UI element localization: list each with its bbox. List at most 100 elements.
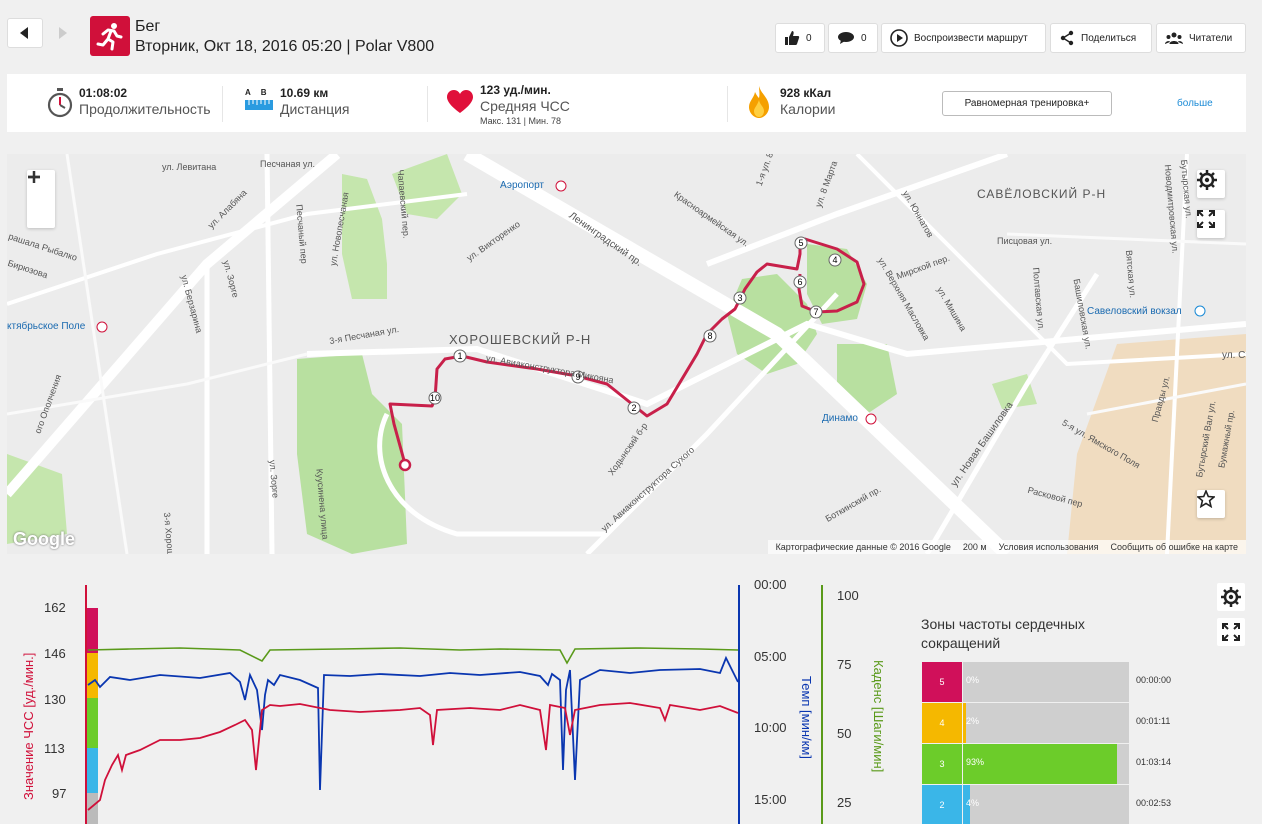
map-scale: 200 м bbox=[962, 542, 987, 552]
hr-zone-percent: 93% bbox=[966, 757, 985, 767]
hr-zone-percent: 2% bbox=[966, 716, 980, 726]
street-label: ул. Левитана bbox=[162, 162, 217, 172]
hr-axis-title: Значение ЧСС [уд./мин.] bbox=[21, 652, 36, 800]
divider bbox=[727, 86, 728, 122]
summary-bar: 01:08:02 Продолжительность A B 10.69 км … bbox=[7, 74, 1246, 132]
thumbs-up-icon bbox=[785, 31, 800, 45]
cadence-axis-tick: 50 bbox=[837, 726, 852, 741]
fullscreen-icon bbox=[1197, 210, 1215, 228]
report-error-link[interactable]: Сообщить об ошибке на карте bbox=[1110, 542, 1238, 552]
like-button[interactable]: 0 bbox=[775, 23, 825, 53]
metro-label: Аэропорт bbox=[500, 180, 545, 191]
svg-text:4: 4 bbox=[832, 255, 837, 265]
hr-zone-number: 3 bbox=[922, 744, 962, 784]
hr-zone-number: 2 bbox=[922, 785, 962, 824]
activity-meta: Вторник, Окт 18, 2016 05:20 | Polar V800 bbox=[135, 38, 435, 55]
favorite-route-button[interactable] bbox=[1197, 490, 1225, 518]
stopwatch-icon bbox=[47, 88, 73, 123]
share-icon bbox=[1060, 30, 1074, 46]
sport-name: Бег bbox=[135, 18, 161, 35]
forward-button[interactable] bbox=[44, 18, 80, 48]
readers-label: Читатели bbox=[1189, 32, 1233, 44]
zoom-out-button[interactable] bbox=[27, 175, 55, 228]
calories-label: Калории bbox=[780, 101, 836, 117]
activity-chart[interactable] bbox=[0, 570, 900, 824]
zoom-controls bbox=[27, 170, 55, 228]
minus-icon bbox=[28, 175, 40, 179]
hr-value: 123 уд./мин. bbox=[480, 83, 551, 97]
training-type-button[interactable]: Равномерная тренировка+ bbox=[942, 91, 1112, 116]
hr-zone-time: 00:02:53 bbox=[1136, 798, 1172, 808]
svg-text:6: 6 bbox=[797, 277, 802, 287]
svg-text:9: 9 bbox=[575, 372, 580, 382]
hr-zone-percent: 0% bbox=[966, 675, 980, 685]
hr-zone-bar: 0% bbox=[963, 662, 1129, 702]
cadence-axis-tick: 25 bbox=[837, 795, 852, 810]
hr-zone-bar: 93% bbox=[963, 744, 1129, 784]
pace-axis-tick: 10:00 bbox=[754, 720, 787, 735]
hr-axis-tick: 97 bbox=[52, 786, 67, 801]
cadence-axis-tick: 75 bbox=[837, 657, 852, 672]
chevron-left-icon bbox=[20, 27, 28, 39]
cadence-axis-tick: 100 bbox=[837, 588, 859, 603]
comment-button[interactable]: 0 bbox=[828, 23, 878, 53]
distance-label: Дистанция bbox=[280, 101, 350, 117]
ab-point-b: B bbox=[260, 88, 267, 97]
district-label: ХОРОШЕВСКИЙ Р-Н bbox=[449, 332, 592, 347]
back-button[interactable] bbox=[7, 18, 43, 48]
map-fullscreen-button[interactable] bbox=[1197, 210, 1225, 238]
duration-label: Продолжительность bbox=[79, 101, 211, 117]
route-map[interactable]: 1 2 3 4 5 6 7 8 9 10 ХОРОШЕВСКИЙ Р-Н САВ… bbox=[7, 154, 1246, 554]
map-settings-button[interactable] bbox=[1197, 170, 1225, 198]
hr-zone-number: 5 bbox=[922, 662, 962, 702]
star-icon bbox=[1197, 490, 1215, 508]
cadence-axis-title: Каденс [Шаги/мин] bbox=[871, 660, 886, 773]
flame-icon bbox=[749, 86, 769, 123]
people-icon bbox=[1165, 32, 1183, 44]
pace-axis-tick: 15:00 bbox=[754, 792, 787, 807]
calories-block: 928 кКал Калории bbox=[780, 86, 835, 117]
readers-button[interactable]: Читатели bbox=[1156, 23, 1246, 53]
hr-axis-tick: 162 bbox=[44, 600, 66, 615]
pace-axis-title: Темп [мин/км] bbox=[799, 676, 814, 759]
divider bbox=[427, 86, 428, 122]
hr-axis-tick: 113 bbox=[44, 741, 65, 756]
hr-zone-percent: 4% bbox=[966, 798, 980, 808]
pace-axis-tick: 00:00 bbox=[754, 577, 787, 592]
distance-value: 10.69 км bbox=[280, 86, 329, 100]
hr-zone-time: 01:03:14 bbox=[1136, 757, 1172, 767]
chart-settings-button[interactable] bbox=[1217, 583, 1245, 611]
svg-text:10: 10 bbox=[430, 393, 440, 403]
svg-text:7: 7 bbox=[813, 307, 818, 317]
hr-zone-time: 00:01:11 bbox=[1136, 716, 1171, 726]
share-button[interactable]: Поделиться bbox=[1050, 23, 1152, 53]
more-link[interactable]: больше bbox=[1177, 98, 1213, 109]
svg-text:5: 5 bbox=[798, 238, 803, 248]
distance-icon: A B bbox=[245, 88, 273, 110]
duration-value: 01:08:02 bbox=[79, 86, 128, 100]
hr-axis-tick: 130 bbox=[44, 692, 66, 707]
comment-icon bbox=[838, 32, 854, 44]
gear-icon bbox=[1197, 170, 1217, 190]
hr-zone-fill bbox=[963, 703, 967, 743]
hr-min-max: Макс. 131 | Мин. 78 bbox=[480, 116, 562, 126]
terms-link[interactable]: Условия использования bbox=[998, 542, 1099, 552]
map-canvas: 1 2 3 4 5 6 7 8 9 10 bbox=[7, 154, 1246, 554]
fullscreen-icon bbox=[1222, 623, 1240, 641]
hr-zone-fill bbox=[963, 785, 970, 824]
duration-block: 01:08:02 Продолжительность bbox=[79, 86, 211, 117]
metro-label: ктябрьское Поле bbox=[7, 321, 86, 332]
street-label: Писцовая ул. bbox=[997, 236, 1053, 246]
chart-fullscreen-button[interactable] bbox=[1217, 618, 1245, 646]
replay-route-button[interactable]: Воспроизвести маршрут bbox=[881, 23, 1046, 53]
map-footer: Картографические данные © 2016 Google 20… bbox=[767, 540, 1246, 554]
hr-zone-time: 00:00:00 bbox=[1136, 675, 1172, 685]
play-circle-icon bbox=[890, 29, 908, 47]
svg-text:3: 3 bbox=[737, 293, 742, 303]
google-logo: Google bbox=[13, 529, 75, 549]
replay-route-label: Воспроизвести маршрут bbox=[914, 32, 1028, 44]
hr-zone-number: 4 bbox=[922, 703, 962, 743]
ab-point-a: A bbox=[245, 88, 251, 97]
distance-block: 10.69 км Дистанция bbox=[280, 86, 350, 117]
district-label: САВЁЛОВСКИЙ Р-Н bbox=[977, 187, 1107, 201]
